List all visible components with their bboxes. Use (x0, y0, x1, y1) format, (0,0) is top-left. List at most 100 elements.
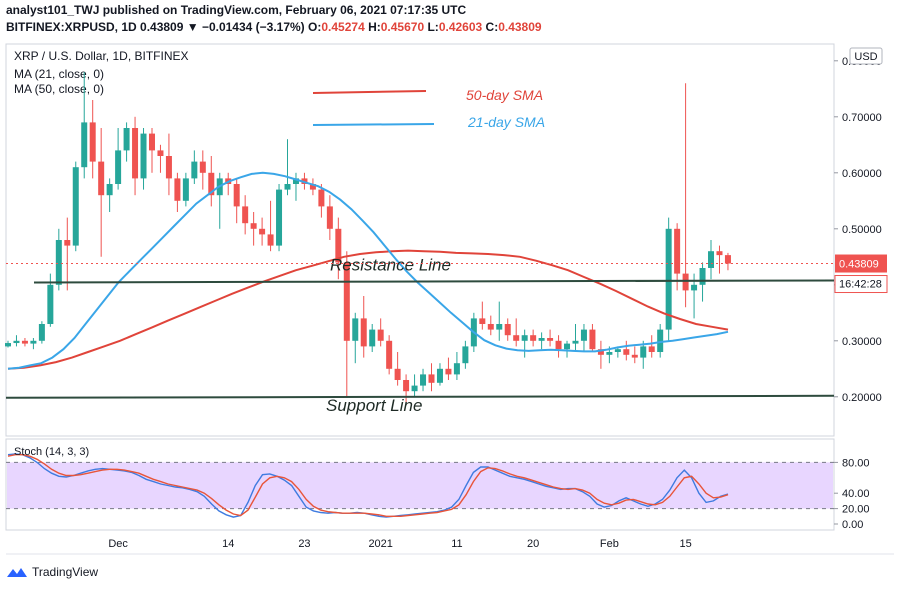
chart-title: XRP / U.S. Dollar, 1D, BITFINEX (14, 49, 189, 63)
currency-badge (849, 47, 883, 65)
candle-body (614, 349, 621, 352)
candle-body (589, 329, 596, 350)
x-tick-label: Feb (600, 538, 619, 550)
x-tick-label: 20 (527, 538, 539, 550)
x-tick-label: Dec (108, 538, 128, 550)
candle-body (38, 324, 45, 341)
candle-body (386, 340, 393, 369)
symbol-info: BITFINEX:XRPUSD, 1D 0.43809 ▼ −0.01434 (… (6, 20, 542, 34)
candle-body (547, 338, 554, 341)
candle-body (343, 262, 350, 341)
stoch-y-tick-label: 20.00 (842, 504, 870, 516)
candle-body (462, 346, 469, 364)
candle-body (98, 161, 105, 196)
candle-body (276, 189, 283, 246)
candle-body (106, 184, 113, 196)
y-tick-label: 0.30000 (842, 336, 882, 348)
close-value: 0.43809 (498, 20, 542, 34)
indicator-label: MA (50, close, 0) (14, 82, 104, 96)
high-value: 0.45670 (380, 20, 425, 34)
candle-body (716, 251, 723, 256)
candle-body (335, 228, 342, 263)
stoch-y-tick-label: 80.00 (842, 457, 870, 469)
indicator-label: MA (21, close, 0) (14, 67, 104, 81)
x-tick-label: 14 (222, 538, 234, 550)
candle-body (21, 340, 28, 344)
candle-body (623, 349, 630, 355)
symbol-summary: BITFINEX:XRPUSD, 1D 0.43809 ▼ −0.01434 (… (6, 20, 322, 34)
candle-body (47, 284, 54, 324)
x-tick-label: 15 (679, 538, 691, 550)
candle-body (403, 380, 410, 392)
candle-body (326, 206, 333, 229)
y-tick-label: 0.20000 (842, 392, 882, 404)
candle-body (199, 161, 206, 173)
candle-body (250, 223, 257, 229)
candle-body (691, 284, 698, 291)
low-value: 0.42603 (438, 20, 483, 34)
open-value: 0.45274 (321, 20, 365, 34)
candle-body (682, 273, 689, 291)
legend-sma21-swatch (312, 123, 435, 126)
candle-body (182, 178, 189, 201)
candle-body (420, 374, 427, 386)
candle-body (674, 228, 681, 274)
legend-sma50-swatch (312, 90, 427, 94)
candle-body (411, 385, 418, 392)
candle-body (352, 318, 359, 341)
countdown-label: 16:42:28 (839, 279, 882, 291)
candle-body (724, 255, 731, 264)
candle-body (64, 240, 71, 246)
candle-body (81, 122, 88, 168)
candle-body (13, 340, 20, 344)
candle-body (521, 335, 528, 341)
candle-body (572, 340, 579, 344)
candle-body (513, 335, 520, 341)
candle-body (606, 352, 613, 355)
candle-body (132, 128, 139, 179)
candle-body (318, 189, 325, 207)
candle-body (89, 122, 96, 162)
resistance-label: Resistance Line (330, 255, 451, 274)
candle-body (208, 172, 215, 196)
last-price-badge (835, 254, 887, 273)
candle-body (309, 184, 316, 190)
resistance-line (33, 279, 835, 284)
candle-body (259, 228, 266, 235)
candle-body (242, 206, 249, 224)
x-tick-label: 23 (298, 538, 310, 550)
candle-body (708, 251, 715, 268)
candle-body (292, 178, 299, 184)
candle-body (191, 161, 198, 179)
candle-body (640, 346, 647, 358)
candle-body (115, 150, 122, 184)
y-tick-label: 0.70000 (842, 112, 882, 124)
candle-body (394, 368, 401, 380)
tradingview-logo-icon (7, 568, 27, 577)
sma50-line (7, 249, 729, 370)
candle-body (597, 349, 604, 355)
stoch-series-line (7, 454, 729, 517)
candle-body (267, 234, 274, 246)
stoch-y-tick-label: 40.00 (842, 488, 870, 500)
candle-body (123, 128, 130, 151)
candle-body (564, 343, 571, 350)
candle-body (699, 268, 706, 285)
candle-body (72, 167, 79, 246)
support-line (5, 394, 835, 399)
candle-body (445, 368, 452, 375)
candle-body (148, 133, 155, 151)
countdown-badge (834, 275, 888, 294)
currency-label: USD (854, 51, 877, 63)
y-tick-label: 0.50000 (842, 224, 882, 236)
candle-body (479, 318, 486, 324)
candle-body (30, 340, 37, 344)
candle-body (174, 178, 181, 201)
footer: TradingView (6, 565, 98, 579)
x-tick-label: 11 (451, 538, 462, 550)
candle-body (580, 329, 587, 341)
x-tick-label: 2021 (368, 538, 392, 550)
publish-info: analyst101_TWJ published on TradingView.… (6, 3, 467, 17)
candle-body (504, 324, 511, 336)
